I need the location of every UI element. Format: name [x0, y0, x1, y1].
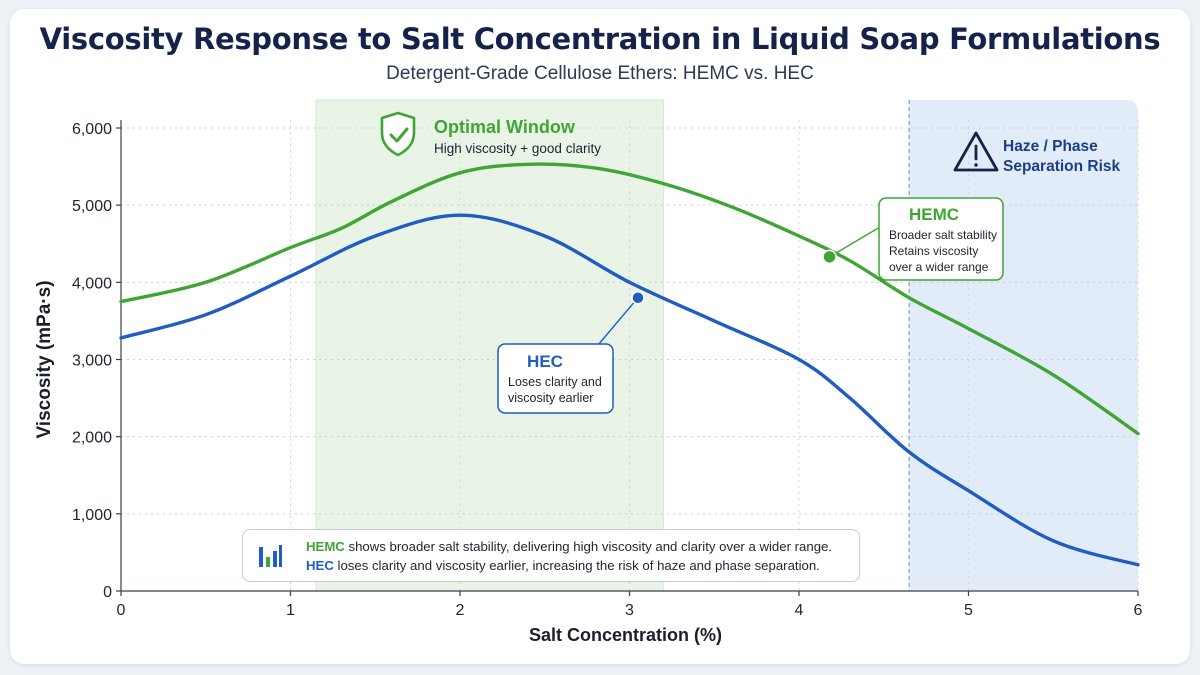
y-tick-label: 0 [103, 584, 112, 601]
risk-title-line2: Separation Risk [1003, 158, 1121, 175]
x-tick-label: 3 [625, 602, 634, 619]
hec-callout: HEC Loses clarity and viscosity earlier [497, 343, 614, 414]
hemc-callout-title: HEMC [909, 205, 959, 224]
y-tick-label: 3,000 [72, 353, 112, 370]
hec-callout-leader [597, 297, 639, 346]
hemc-callout-line: Broader salt stability [889, 228, 997, 242]
hec-callout-dot [631, 291, 645, 305]
hemc-callout-dot [822, 249, 837, 265]
hemc-callout-box [878, 197, 1004, 281]
hemc-callout-line: over a wider range [889, 260, 989, 274]
summary-hec-key: HEC [306, 558, 334, 573]
hemc-callout-leader [829, 226, 881, 258]
summary-box: HEMC shows broader salt stability, deliv… [242, 529, 860, 582]
hec-callout-box [497, 343, 614, 414]
chart-subtitle: Detergent-Grade Cellulose Ethers: HEMC v… [386, 63, 814, 84]
y-tick-label: 6,000 [72, 121, 112, 138]
hemc-callout-line: Retains viscosity [889, 244, 978, 258]
chart-title: Viscosity Response to Salt Concentration… [39, 22, 1161, 56]
summary-hec-line: HEC loses clarity and viscosity earlier,… [306, 558, 820, 573]
series-line-hemc [119, 162, 1140, 436]
shield-check-icon [380, 111, 416, 157]
x-tick-label: 5 [964, 602, 973, 619]
optimal-window-title: Optimal Window [434, 117, 576, 137]
y-tick-label: 4,000 [72, 275, 112, 292]
hec-callout-line: viscosity earlier [508, 391, 593, 405]
hec-callout-line: Loses clarity and [508, 375, 602, 389]
check-mark-icon [389, 127, 409, 143]
y-tick-label: 5,000 [72, 198, 112, 215]
x-tick-label: 4 [795, 602, 804, 619]
summary-hemc-key: HEMC [306, 539, 345, 554]
series-line-hec [119, 213, 1140, 567]
risk-label: Haze / Phase Separation Risk [953, 131, 1121, 175]
x-tick-label: 1 [286, 602, 295, 619]
summary-hemc-line: HEMC shows broader salt stability, deliv… [306, 539, 832, 554]
hemc-callout: HEMC Broader salt stability Retains viscos… [878, 197, 1004, 281]
optimal-window-label: Optimal Window High viscosity + good clar… [380, 111, 601, 157]
x-tick-label: 2 [456, 602, 465, 619]
x-tick-label: 6 [1134, 602, 1143, 619]
x-axis-label: Salt Concentration (%) [529, 625, 722, 645]
summary-hec-text: loses clarity and viscosity earlier, inc… [333, 558, 820, 573]
risk-title-line1: Haze / Phase [1003, 138, 1098, 155]
x-tick-label: 0 [117, 602, 126, 619]
warning-exclamation-dot [974, 163, 978, 167]
hec-callout-title: HEC [527, 352, 563, 371]
y-tick-label: 1,000 [72, 507, 112, 524]
bar-chart-icon [259, 545, 282, 567]
optimal-window-note: High viscosity + good clarity [434, 141, 601, 156]
y-tick-label: 2,000 [72, 430, 112, 447]
warning-triangle-icon [953, 131, 999, 172]
summary-hemc-text: shows broader salt stability, delivering… [344, 539, 833, 554]
y-axis-label: Viscosity (mPa·s) [34, 280, 55, 438]
